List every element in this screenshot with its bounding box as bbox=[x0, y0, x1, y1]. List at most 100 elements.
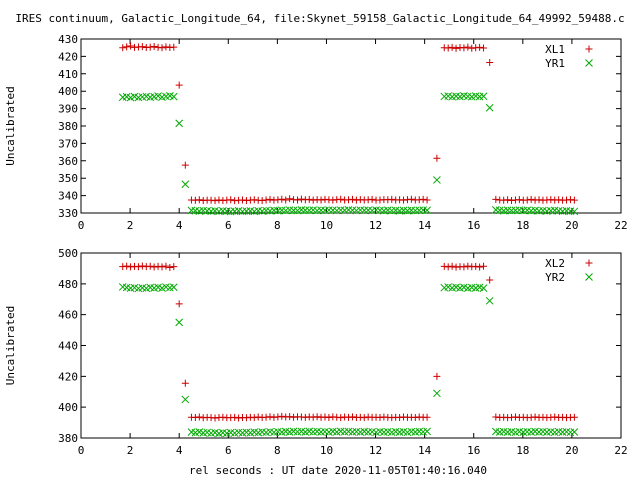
y-axis-label: Uncalibrated bbox=[4, 306, 17, 385]
data-point bbox=[419, 195, 427, 203]
data-point bbox=[262, 196, 270, 204]
data-point bbox=[400, 196, 408, 204]
series-XL1 bbox=[119, 42, 578, 205]
data-point bbox=[360, 414, 368, 422]
data-point bbox=[195, 196, 203, 204]
data-point bbox=[219, 413, 227, 421]
data-point bbox=[250, 414, 258, 422]
data-point bbox=[348, 413, 356, 421]
data-point bbox=[181, 180, 190, 189]
data-point bbox=[523, 427, 532, 436]
y-tick-label: 370 bbox=[58, 137, 78, 150]
y-tick-label: 430 bbox=[58, 33, 78, 46]
data-point bbox=[195, 413, 203, 421]
data-point bbox=[119, 44, 127, 52]
x-tick-label: 12 bbox=[369, 219, 382, 232]
data-point bbox=[444, 263, 452, 271]
y-tick-label: 500 bbox=[58, 247, 78, 260]
data-point bbox=[282, 196, 290, 204]
data-point bbox=[476, 263, 484, 271]
data-point bbox=[278, 412, 286, 420]
legend-label: YR2 bbox=[545, 271, 565, 284]
data-point bbox=[460, 44, 468, 52]
y-tick-label: 400 bbox=[58, 401, 78, 414]
legend-marker bbox=[585, 59, 593, 67]
data-point bbox=[138, 262, 146, 270]
y-tick-label: 390 bbox=[58, 103, 78, 116]
data-point bbox=[138, 43, 146, 51]
data-point bbox=[433, 389, 441, 398]
data-point bbox=[423, 413, 431, 421]
x-tick-label: 4 bbox=[176, 219, 183, 232]
data-point bbox=[286, 195, 294, 203]
series-XL2 bbox=[119, 262, 578, 422]
data-point bbox=[433, 154, 441, 162]
data-point bbox=[158, 44, 166, 52]
data-point bbox=[162, 262, 170, 270]
data-point bbox=[266, 195, 274, 203]
data-point bbox=[368, 195, 376, 203]
legend-marker bbox=[585, 259, 593, 267]
x-tick-label: 22 bbox=[614, 219, 627, 232]
data-point bbox=[444, 44, 452, 52]
y-tick-label: 330 bbox=[58, 207, 78, 220]
x-tick-label: 18 bbox=[516, 219, 529, 232]
data-point bbox=[364, 428, 373, 436]
x-tick-label: 6 bbox=[225, 444, 232, 457]
data-point bbox=[150, 263, 158, 271]
data-point bbox=[150, 42, 158, 50]
series-YR1 bbox=[118, 92, 579, 216]
data-point bbox=[278, 195, 286, 203]
data-point bbox=[485, 296, 494, 305]
data-point bbox=[472, 262, 480, 270]
legend-label: XL2 bbox=[545, 257, 565, 270]
data-point bbox=[162, 43, 170, 51]
data-point bbox=[452, 44, 460, 52]
y-tick-label: 380 bbox=[58, 432, 78, 445]
data-point bbox=[480, 44, 488, 52]
data-point bbox=[419, 206, 428, 214]
y-tick-label: 380 bbox=[58, 120, 78, 133]
data-point bbox=[485, 103, 494, 112]
data-point bbox=[570, 207, 579, 216]
data-point bbox=[486, 58, 494, 66]
x-axis-label: rel seconds : UT date 2020-11-05T01:40:1… bbox=[189, 464, 487, 477]
data-point bbox=[231, 413, 239, 421]
data-point bbox=[266, 413, 274, 421]
data-point bbox=[407, 195, 415, 203]
data-point bbox=[486, 276, 494, 284]
data-point bbox=[258, 196, 266, 204]
data-point bbox=[169, 92, 178, 101]
data-point bbox=[181, 395, 190, 404]
data-point bbox=[492, 195, 500, 203]
data-point bbox=[250, 196, 258, 204]
data-point bbox=[158, 263, 166, 271]
y-tick-label: 420 bbox=[58, 370, 78, 383]
data-point bbox=[452, 263, 460, 271]
data-point bbox=[175, 119, 184, 128]
plot-frame bbox=[80, 252, 622, 439]
data-point bbox=[297, 195, 305, 203]
x-tick-label: 14 bbox=[418, 219, 432, 232]
data-point bbox=[175, 318, 184, 327]
x-tick-label: 10 bbox=[320, 219, 333, 232]
data-point bbox=[293, 196, 301, 204]
legend-marker bbox=[585, 273, 593, 281]
data-point bbox=[500, 196, 508, 204]
data-point bbox=[464, 262, 472, 270]
x-tick-label: 10 bbox=[320, 444, 333, 457]
legend-marker bbox=[585, 45, 593, 53]
data-point bbox=[123, 43, 131, 51]
x-tick-label: 4 bbox=[176, 444, 183, 457]
data-point bbox=[460, 263, 468, 271]
data-point bbox=[305, 195, 313, 203]
data-point bbox=[527, 195, 535, 203]
data-point bbox=[566, 196, 574, 204]
x-tick-label: 16 bbox=[467, 219, 480, 232]
data-point bbox=[523, 196, 531, 204]
x-tick-label: 18 bbox=[516, 444, 529, 457]
data-point bbox=[388, 195, 396, 203]
x-tick-label: 0 bbox=[78, 444, 85, 457]
data-point bbox=[423, 427, 431, 436]
